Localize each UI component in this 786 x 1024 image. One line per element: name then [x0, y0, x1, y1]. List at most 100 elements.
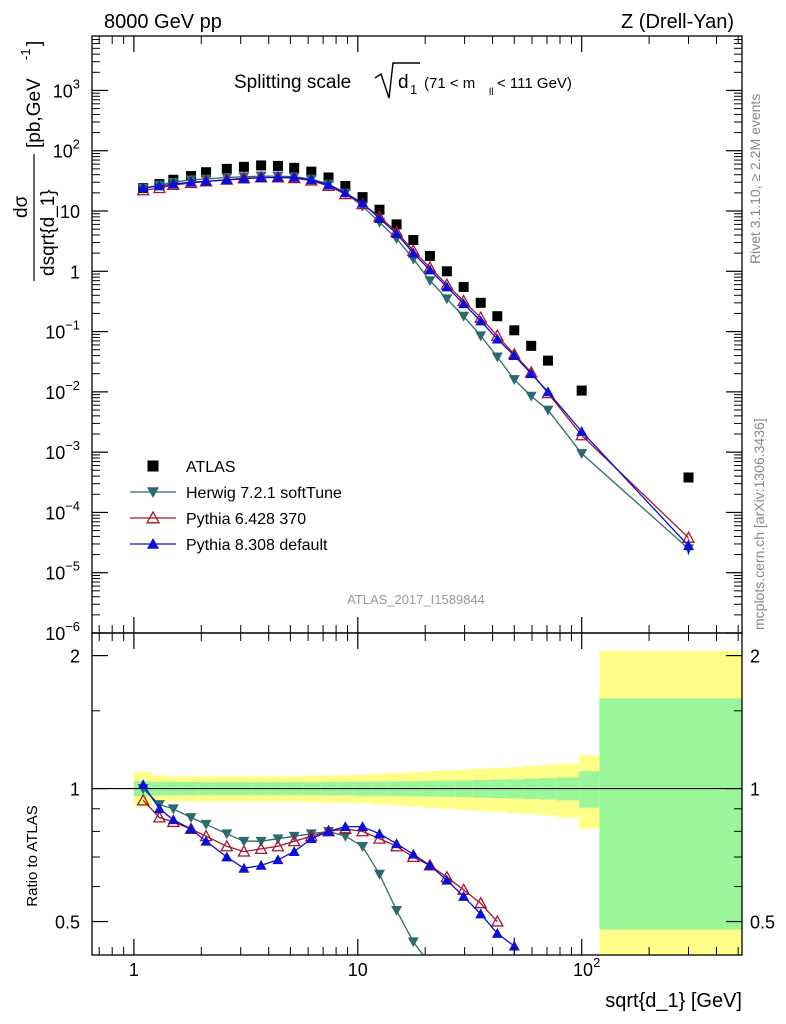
data-point	[305, 174, 317, 185]
data-point	[458, 311, 470, 322]
ratio-y-tick-label-left: 0.5	[55, 913, 80, 933]
data-point	[458, 298, 470, 309]
data-point	[357, 192, 368, 203]
data-point	[490, 914, 504, 927]
data-point	[201, 167, 212, 178]
data-point	[185, 823, 197, 834]
data-point	[323, 179, 335, 190]
x-label: sqrt{d_1} [GeV]	[605, 990, 742, 1012]
data-point	[576, 426, 588, 436]
legend-item: Herwig 7.2.1 softTune	[130, 485, 342, 502]
legend-item: ATLAS	[147, 459, 236, 476]
legend-marker	[147, 487, 159, 498]
y-tick-label: 10−1	[45, 318, 80, 343]
stat-band-bin	[599, 698, 742, 930]
axes: 1 10 102 10−6 10−5 10−4 10−3 10−2 10−1 1 10 102 103 0…	[45, 35, 775, 980]
data-point	[391, 905, 403, 916]
data-point	[288, 846, 300, 856]
data-point	[408, 235, 419, 246]
y-label-den: dsqrt{d_1}	[38, 189, 59, 276]
data-point	[221, 174, 233, 185]
data-point	[474, 896, 488, 909]
data-point	[288, 171, 300, 182]
data-point	[137, 182, 149, 193]
data-point	[256, 160, 267, 171]
ratio-y-tick-label-left: 2	[70, 647, 80, 667]
y-label-num: dσ	[11, 195, 32, 218]
y-tick-label: 10−4	[45, 498, 80, 523]
main-panel-series	[136, 160, 696, 555]
data-point	[542, 405, 554, 416]
data-point	[542, 355, 553, 366]
y-tick-label: 1	[70, 262, 80, 282]
data-point	[289, 162, 300, 173]
main-series-line	[143, 176, 689, 539]
data-point	[424, 960, 435, 970]
data-point	[221, 851, 233, 862]
data-point	[272, 854, 284, 865]
data-point	[305, 833, 317, 844]
data-point	[391, 838, 403, 849]
data-point	[407, 937, 419, 948]
header-left: 8000 GeV pp	[104, 11, 222, 33]
data-point	[475, 331, 487, 342]
y-label-bottom: Ratio to ATLAS	[24, 805, 41, 906]
legend-marker	[147, 460, 159, 472]
data-point	[492, 311, 503, 322]
legend-marker	[145, 510, 161, 524]
y-label-top: dσ dsqrt{d_1} [pb,GeV -1 ]	[11, 41, 59, 281]
data-point	[458, 890, 470, 901]
legend-label: Pythia 8.308 default	[186, 537, 328, 554]
data-point	[424, 250, 435, 261]
data-point	[254, 842, 268, 854]
data-point	[475, 908, 487, 919]
y-tick-label: 10−3	[45, 438, 80, 463]
ratio-y-tick-label-left: 1	[70, 780, 80, 800]
data-point	[508, 375, 520, 386]
data-point	[220, 839, 234, 852]
data-point	[475, 297, 486, 308]
data-point	[391, 219, 402, 230]
ratio-series-2	[137, 779, 520, 955]
data-point	[475, 315, 487, 326]
rivet-label: Rivet 3.1.10, ≥ 2.2M events	[747, 94, 763, 264]
data-point	[373, 213, 385, 223]
data-point	[407, 848, 419, 859]
data-point	[238, 862, 250, 873]
data-point	[508, 350, 520, 360]
plot-title-sqrt-arg: d	[398, 72, 409, 93]
data-point	[357, 821, 369, 832]
data-point	[525, 368, 537, 379]
data-point	[221, 829, 233, 840]
data-point	[458, 281, 469, 292]
data-point	[357, 841, 369, 852]
data-point	[441, 266, 452, 277]
data-point	[683, 472, 694, 483]
x-tick-label: 1	[129, 960, 139, 980]
analysis-id: ATLAS_2017_I1589844	[347, 592, 485, 607]
plot-title-main: Splitting scale	[234, 72, 351, 93]
data-point	[255, 859, 267, 870]
y-tick-label: 10−5	[45, 559, 80, 584]
data-point	[424, 264, 436, 275]
y-label-units-sup: -1	[18, 48, 33, 60]
data-point	[255, 171, 267, 182]
data-point	[153, 803, 165, 814]
legend-label: Herwig 7.2.1 softTune	[186, 485, 342, 502]
data-point	[526, 340, 537, 351]
data-point	[167, 814, 179, 825]
ratio-series-0	[137, 784, 435, 970]
data-point	[271, 839, 285, 852]
plot-title-cut-sub: ll	[489, 87, 493, 98]
data-point	[323, 825, 335, 836]
data-point	[374, 204, 385, 215]
main-series-0	[138, 160, 694, 483]
data-point	[683, 540, 695, 551]
data-point	[221, 163, 232, 174]
stat-band-bin	[579, 771, 600, 808]
ratio-series-line	[142, 799, 498, 923]
plot-title-sqrt-sub: 1	[410, 82, 417, 97]
data-point	[576, 449, 588, 459]
data-point	[491, 927, 503, 938]
data-point	[424, 276, 436, 287]
